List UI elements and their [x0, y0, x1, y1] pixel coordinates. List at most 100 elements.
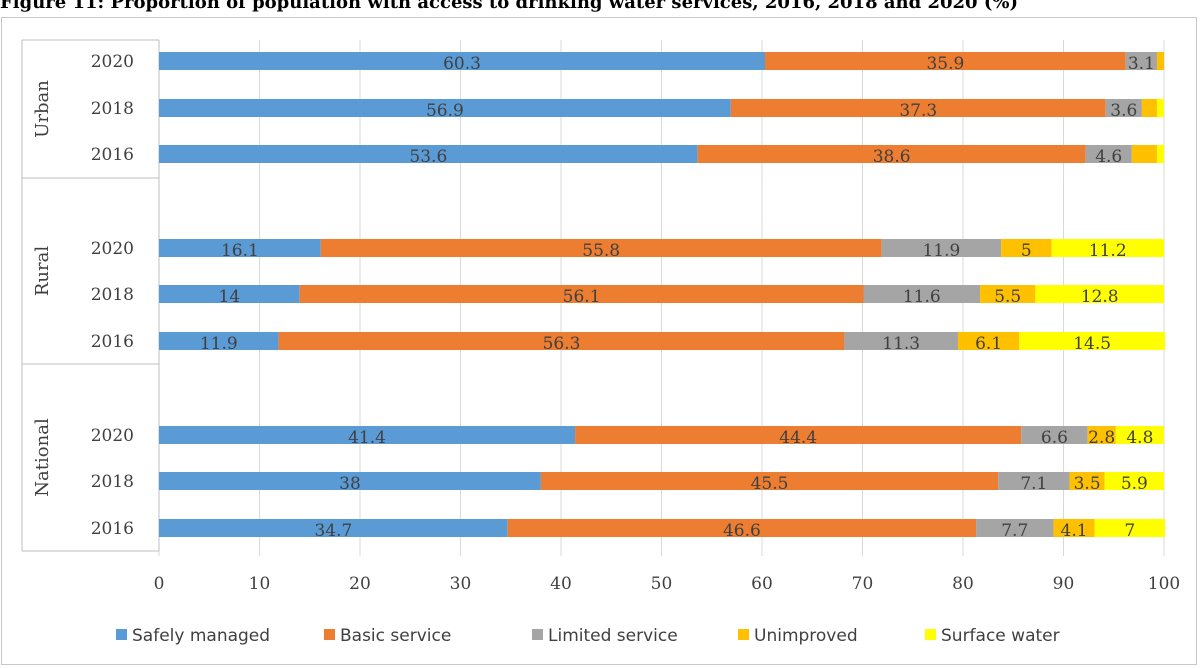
bar-rural-2016-basic-service: [278, 332, 845, 350]
bar-urban-2016-safely-managed: [159, 145, 698, 163]
bar-national-2020-limited-service: [1021, 426, 1088, 444]
bar-urban-2018-basic-service: [730, 99, 1106, 117]
bar-national-2018-unimproved: [1069, 472, 1105, 490]
data-label-urban-2016-safely-managed: 53.6: [409, 147, 447, 167]
data-label-rural-2018-safely-managed: 14: [219, 287, 241, 307]
bar-rural-2016-safely-managed: [159, 332, 279, 350]
legend-label-limited-service: Limited service: [548, 626, 678, 646]
data-label-rural-2016-unimproved: 6.1: [975, 334, 1002, 354]
bar-urban-2020-unimproved: [1156, 52, 1164, 70]
legend-label-basic-service: Basic service: [340, 626, 451, 646]
x-tick-label-50: 50: [651, 574, 673, 594]
bar-rural-2020-unimproved: [1001, 239, 1052, 257]
bar-rural-2018-safely-managed: [159, 285, 300, 303]
bar-rural-2018-basic-service: [299, 285, 864, 303]
data-label-rural-2020-safely-managed: 16.1: [221, 241, 259, 261]
data-label-national-2016-safely-managed: 34.7: [314, 521, 352, 541]
data-label-national-2016-surface-water: 7: [1124, 521, 1135, 541]
data-label-urban-2020-basic-service: 35.9: [926, 54, 964, 74]
bar-urban-2018-unimproved: [1141, 99, 1157, 117]
bar-urban-2016-basic-service: [697, 145, 1086, 163]
data-label-rural-2018-surface-water: 12.8: [1081, 287, 1119, 307]
bar-rural-2016-surface-water: [1019, 332, 1166, 350]
data-label-national-2016-basic-service: 46.6: [723, 521, 761, 541]
bar-urban-2018-limited-service: [1105, 99, 1142, 117]
data-label-national-2016-limited-service: 7.7: [1001, 521, 1028, 541]
data-label-national-2020-basic-service: 44.4: [779, 428, 817, 448]
bar-rural-2020-surface-water: [1051, 239, 1164, 257]
bar-national-2016-surface-water: [1094, 519, 1166, 537]
data-label-national-2018-unimproved: 3.5: [1074, 474, 1101, 494]
bar-rural-2020-basic-service: [320, 239, 882, 257]
x-tick-label-70: 70: [852, 574, 874, 594]
data-label-urban-2018-safely-managed: 56.9: [426, 101, 464, 121]
legend-label-surface-water: Surface water: [941, 626, 1060, 646]
legend-label-safely-managed: Safely managed: [132, 626, 270, 646]
data-label-rural-2018-unimproved: 5.5: [994, 287, 1021, 307]
x-tick-label-30: 30: [450, 574, 472, 594]
bar-rural-2018-surface-water: [1035, 285, 1164, 303]
data-label-rural-2016-limited-service: 11.3: [882, 334, 920, 354]
group-label-rural: Rural: [32, 246, 53, 296]
bar-national-2016-basic-service: [507, 519, 977, 537]
bar-national-2020-safely-managed: [159, 426, 576, 444]
bar-urban-2020-safely-managed: [159, 52, 766, 70]
data-label-rural-2020-limited-service: 11.9: [922, 241, 960, 261]
data-label-urban-2020-limited-service: 3.1: [1128, 54, 1155, 74]
data-label-rural-2016-surface-water: 14.5: [1073, 334, 1111, 354]
data-label-rural-2018-basic-service: 56.1: [563, 287, 601, 307]
data-label-national-2016-unimproved: 4.1: [1061, 521, 1088, 541]
legend-swatch-safely-managed: [116, 629, 127, 640]
category-label-urban-2016: 2016: [91, 145, 134, 165]
x-tick-label-0: 0: [154, 574, 165, 594]
group-label-urban: Urban: [32, 80, 53, 138]
category-label-rural-2020: 2020: [91, 239, 134, 259]
data-label-rural-2020-unimproved: 5: [1021, 241, 1032, 261]
category-label-urban-2020: 2020: [91, 52, 134, 72]
data-label-urban-2020-safely-managed: 60.3: [443, 54, 481, 74]
x-tick-label-100: 100: [1148, 574, 1180, 594]
bar-urban-2016-unimproved: [1131, 145, 1157, 163]
bar-urban-2020-limited-service: [1125, 52, 1157, 70]
data-label-national-2020-surface-water: 4.8: [1126, 428, 1153, 448]
legend-label-unimproved: Unimproved: [754, 626, 858, 646]
data-label-national-2018-limited-service: 7.1: [1020, 474, 1047, 494]
bar-rural-2020-safely-managed: [159, 239, 321, 257]
bar-national-2016-limited-service: [976, 519, 1054, 537]
bar-national-2018-basic-service: [540, 472, 999, 490]
bar-national-2016-safely-managed: [159, 519, 508, 537]
data-label-national-2020-safely-managed: 41.4: [348, 428, 386, 448]
data-label-rural-2020-surface-water: 11.2: [1089, 241, 1127, 261]
bar-urban-2018-safely-managed: [159, 99, 731, 117]
category-label-national-2016: 2016: [91, 519, 134, 539]
bar-rural-2018-limited-service: [863, 285, 981, 303]
bar-urban-2016-surface-water: [1156, 145, 1164, 163]
data-label-national-2018-basic-service: 45.5: [751, 474, 789, 494]
category-label-rural-2016: 2016: [91, 332, 134, 352]
legend-swatch-surface-water: [925, 629, 936, 640]
data-label-national-2018-surface-water: 5.9: [1121, 474, 1148, 494]
x-tick-label-40: 40: [550, 574, 572, 594]
bar-rural-2016-limited-service: [844, 332, 958, 350]
x-tick-label-10: 10: [249, 574, 271, 594]
group-label-national: National: [32, 418, 53, 497]
bar-national-2018-limited-service: [998, 472, 1070, 490]
data-label-rural-2020-basic-service: 55.8: [582, 241, 620, 261]
category-label-rural-2018: 2018: [91, 285, 134, 305]
data-label-urban-2016-basic-service: 38.6: [873, 147, 911, 167]
bar-rural-2018-unimproved: [980, 285, 1036, 303]
category-label-urban-2018: 2018: [91, 99, 134, 119]
legend-swatch-basic-service: [324, 629, 335, 640]
legend-swatch-limited-service: [532, 629, 543, 640]
chart-title: Figure 11: Proportion of population with…: [0, 0, 1018, 13]
bar-urban-2016-limited-service: [1085, 145, 1132, 163]
x-tick-label-80: 80: [952, 574, 974, 594]
bar-national-2018-safely-managed: [159, 472, 541, 490]
x-tick-label-90: 90: [1053, 574, 1075, 594]
data-label-urban-2018-limited-service: 3.6: [1110, 101, 1137, 121]
data-label-national-2020-limited-service: 6.6: [1041, 428, 1068, 448]
bar-rural-2020-limited-service: [881, 239, 1002, 257]
bar-national-2020-surface-water: [1115, 426, 1164, 444]
bar-urban-2018-surface-water: [1156, 99, 1164, 117]
